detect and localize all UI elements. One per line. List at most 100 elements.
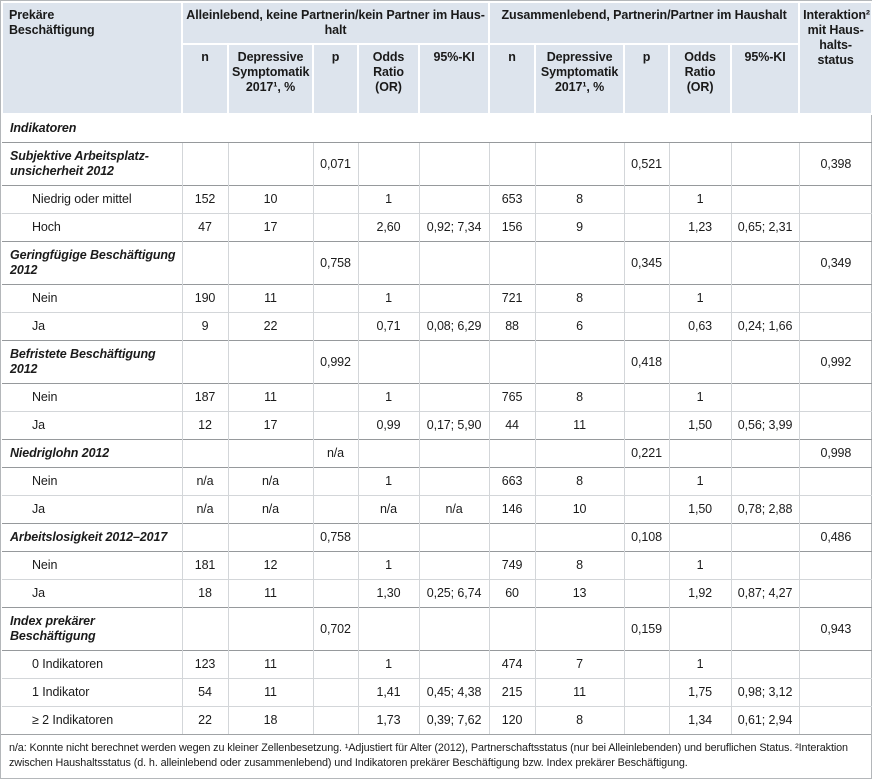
group-header-row: Prekäre Beschäftigung Alleinlebend, kein… [1,1,872,115]
data-cell [798,706,872,734]
data-cell [357,607,419,651]
data-cell: 11 [227,650,313,679]
data-cell [534,142,625,186]
data-cell: 1 [357,284,419,313]
data-cell [181,340,228,384]
data-cell: 0,349 [798,241,872,285]
data-cell: 11 [227,678,313,707]
row-label-cell: Hoch [2,213,182,242]
data-cell [312,284,358,313]
data-cell [798,411,872,440]
data-cell [181,241,228,285]
data-cell [668,607,732,651]
data-cell: 0,992 [798,340,872,384]
column-header-ki-1: 95%-KI [417,43,491,115]
data-cell: 0,17; 5,90 [418,411,490,440]
data-cell [730,185,800,214]
table-row: Niedriglohn 2012 n/a 0,221 0,998 [2,439,872,468]
table-row: Ja 9 22 0,71 0,08; 6,29 88 6 0,63 0,24; 1,66 [2,312,872,341]
data-cell: 0,221 [623,439,670,468]
row-label-cell: Nein [2,551,182,580]
data-cell: 1 [357,185,419,214]
table-row: 0 Indikatoren 123 11 1 474 7 1 [2,650,872,679]
data-cell: n/a [357,495,419,524]
table-row: Nein 181 12 1 749 8 1 [2,551,872,580]
data-cell: 11 [227,383,313,412]
data-cell: 13 [534,579,625,608]
data-cell: 0,61; 2,94 [730,706,800,734]
data-cell: 8 [534,467,625,496]
row-label-cell: Befristete Beschäftigung 2012 [2,340,182,384]
data-cell: 1 [668,383,732,412]
column-header-depressive-symptomatik-2: Depressive Symptomatik 2017¹, % [534,43,626,115]
data-cell: 22 [181,706,228,734]
column-header-p-1: p [312,43,359,115]
data-cell: 0,92; 7,34 [418,213,490,242]
data-cell: 18 [181,579,228,608]
data-cell [418,650,490,679]
data-cell: 8 [534,383,625,412]
data-cell [534,439,625,468]
data-cell [418,241,490,285]
data-cell: 0,418 [623,340,670,384]
data-cell: 0,08; 6,29 [418,312,490,341]
data-cell [534,607,625,651]
data-cell [798,213,872,242]
data-cell: 17 [227,213,313,242]
data-cell: 0,87; 4,27 [730,579,800,608]
data-cell: 474 [488,650,536,679]
data-cell: 0,943 [798,607,872,651]
data-cell [227,607,313,651]
data-cell [227,241,313,285]
data-cell: 12 [181,411,228,440]
table-body: Indikatoren Subjektive Arbeitsplatz- unsi… [2,114,872,734]
data-cell: n/a [181,467,228,496]
row-label-cell: ≥ 2 Indikatoren [2,706,182,734]
table-row: Nein 190 11 1 721 8 1 [2,284,872,313]
data-cell: 1 [357,551,419,580]
data-cell: 47 [181,213,228,242]
data-cell: 0,99 [357,411,419,440]
data-cell [488,142,536,186]
data-cell [312,706,358,734]
data-cell: 0,521 [623,142,670,186]
data-cell: 215 [488,678,536,707]
table-row: Befristete Beschäftigung 2012 0,992 0,418 0… [2,340,872,384]
data-cell [227,439,313,468]
data-cell [730,607,800,651]
data-cell: 22 [227,312,313,341]
data-cell: n/a [181,495,228,524]
data-cell [623,312,670,341]
data-cell [181,523,228,552]
data-cell: 0,39; 7,62 [418,706,490,734]
data-cell [488,340,536,384]
data-cell [798,383,872,412]
data-cell: 10 [534,495,625,524]
data-cell [357,340,419,384]
data-cell: 765 [488,383,536,412]
data-cell [488,241,536,285]
row-label-cell: Nein [2,467,182,496]
data-cell: 0,65; 2,31 [730,213,800,242]
data-cell [181,142,228,186]
data-cell [798,579,872,608]
data-cell: 0,071 [312,142,358,186]
row-label-cell: Nein [2,284,182,313]
data-cell [357,241,419,285]
data-cell: 1 [357,383,419,412]
data-cell [418,523,490,552]
data-cell [730,551,800,580]
data-cell [623,284,670,313]
data-cell: 123 [181,650,228,679]
data-cell: 1,41 [357,678,419,707]
data-cell [798,678,872,707]
column-header-p-2: p [623,43,671,115]
data-cell [798,312,872,341]
data-cell [312,551,358,580]
row-label-cell: Ja [2,495,182,524]
data-cell: 11 [534,411,625,440]
data-cell: 1,92 [668,579,732,608]
table-row: Indikatoren [2,114,872,143]
data-cell: 8 [534,185,625,214]
data-cell: 653 [488,185,536,214]
